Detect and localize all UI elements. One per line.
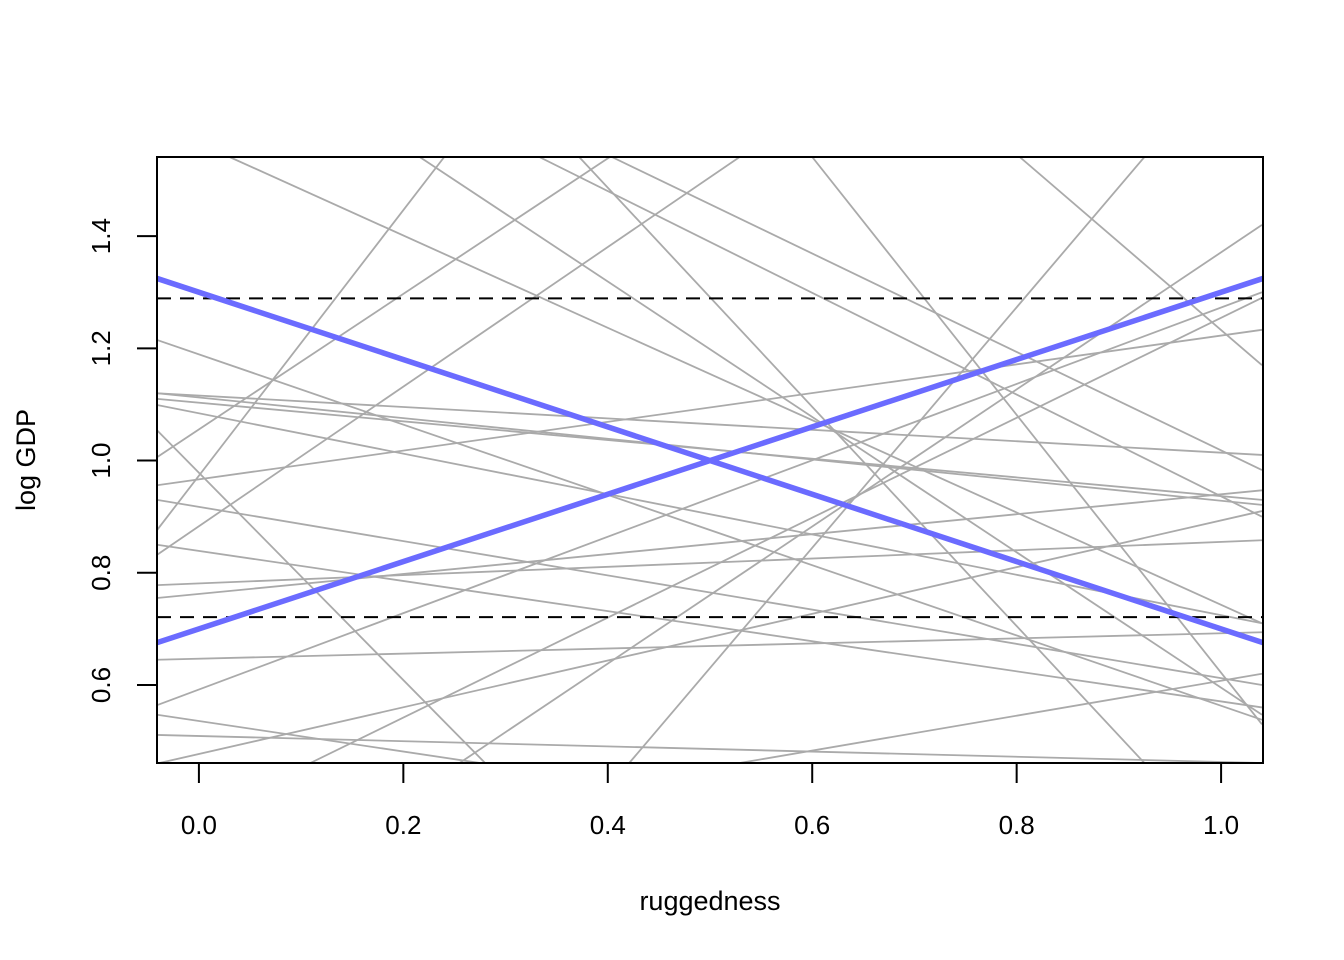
x-tick-label: 0.4 [590,810,626,840]
prior-line [157,397,1263,501]
prior-line [157,157,741,556]
prior-line [309,297,1263,763]
prior-line [739,672,1263,763]
prior-line [157,157,611,458]
prior-line [538,157,1263,518]
prior-line [157,498,1263,686]
prior-line [157,157,445,531]
prior-line [628,157,1146,763]
prior-line [157,392,1263,456]
y-tick-label: 0.6 [86,667,116,703]
y-tick-label: 1.2 [86,330,116,366]
prior-line [419,157,1263,716]
prior-line [229,157,1263,625]
prior-line [157,291,1263,707]
prior-line [157,734,1263,763]
x-tick-label: 0.0 [181,810,217,840]
y-tick-label: 0.8 [86,555,116,591]
prior-line [157,429,486,763]
axes: 0.0 0.2 0.4 0.6 0.8 1.0 0.6 0.8 1.0 1.2 1.4 [86,218,1239,840]
x-axis-title: ruggedness [639,886,780,916]
prior-line [157,543,1263,709]
prior-line [1019,157,1263,366]
highlight-line [157,275,1263,646]
prior-line [157,404,1263,625]
prior-line [811,157,1263,725]
prior-line [578,157,1146,763]
y-tick-label: 1.4 [86,218,116,254]
prior-line [157,631,1263,661]
x-tick-label: 0.8 [999,810,1035,840]
x-tick-label: 1.0 [1203,810,1239,840]
prior-line [157,510,1263,763]
y-tick-label: 1.0 [86,442,116,478]
prior-line [157,539,1263,587]
prior-line [157,489,1263,599]
y-axis-title: log GDP [11,409,41,511]
x-tick-label: 0.6 [794,810,830,840]
x-tick-label: 0.2 [385,810,421,840]
prior-line [157,328,1263,487]
plot-lines [157,157,1263,763]
prior-line [157,339,1263,721]
